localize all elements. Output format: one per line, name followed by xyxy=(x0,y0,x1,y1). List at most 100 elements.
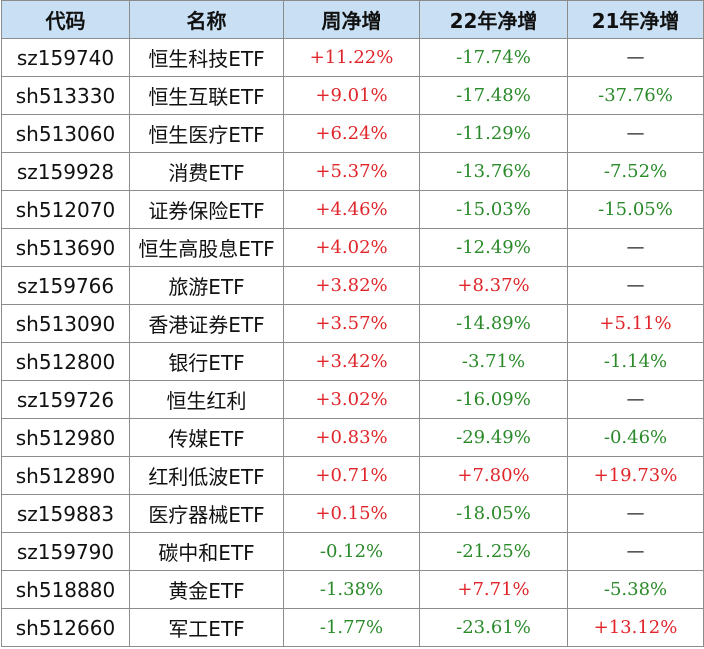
table-row: sh513060 恒生医疗ETF +6.24% -11.29% — xyxy=(1,114,704,153)
table-row: sh512800 银行ETF +3.42% -3.71% -1.14% xyxy=(1,342,704,381)
cell-2021-change: — xyxy=(567,114,704,153)
column-header-code: 代码 xyxy=(1,0,130,39)
cell-2022-change: -14.89% xyxy=(419,304,568,343)
cell-code: sh513690 xyxy=(1,228,130,267)
column-header-y22: 22年净增 xyxy=(419,0,568,39)
cell-2021-change: -0.46% xyxy=(567,418,704,457)
cell-2022-change: +8.37% xyxy=(419,266,568,305)
table-row: sz159790 碳中和ETF -0.12% -21.25% — xyxy=(1,532,704,571)
cell-2021-change: -1.14% xyxy=(567,342,704,381)
cell-name: 黄金ETF xyxy=(129,570,284,609)
cell-code: sz159790 xyxy=(1,532,130,571)
cell-2022-change: -17.74% xyxy=(419,38,568,77)
column-header-week: 周净增 xyxy=(283,0,420,39)
table-row: sh518880 黄金ETF -1.38% +7.71% -5.38% xyxy=(1,570,704,609)
cell-name: 恒生高股息ETF xyxy=(129,228,284,267)
cell-week-change: -0.12% xyxy=(283,532,420,571)
cell-name: 碳中和ETF xyxy=(129,532,284,571)
cell-2021-change: — xyxy=(567,380,704,419)
table-row: sh512660 军工ETF -1.77% -23.61% +13.12% xyxy=(1,608,704,647)
cell-week-change: +3.57% xyxy=(283,304,420,343)
cell-name: 恒生红利 xyxy=(129,380,284,419)
cell-code: sh512890 xyxy=(1,456,130,495)
cell-week-change: +0.83% xyxy=(283,418,420,457)
cell-2021-change: — xyxy=(567,532,704,571)
cell-name: 香港证券ETF xyxy=(129,304,284,343)
cell-2021-change: — xyxy=(567,494,704,533)
cell-2022-change: -11.29% xyxy=(419,114,568,153)
cell-name: 军工ETF xyxy=(129,608,284,647)
cell-2021-change: +13.12% xyxy=(567,608,704,647)
cell-code: sh512070 xyxy=(1,190,130,229)
cell-2022-change: -13.76% xyxy=(419,152,568,191)
cell-2022-change: -23.61% xyxy=(419,608,568,647)
cell-code: sh512800 xyxy=(1,342,130,381)
cell-name: 恒生互联ETF xyxy=(129,76,284,115)
cell-week-change: -1.38% xyxy=(283,570,420,609)
cell-2021-change: -37.76% xyxy=(567,76,704,115)
cell-week-change: +0.71% xyxy=(283,456,420,495)
cell-2022-change: -29.49% xyxy=(419,418,568,457)
cell-code: sz159883 xyxy=(1,494,130,533)
table-row: sh512980 传媒ETF +0.83% -29.49% -0.46% xyxy=(1,418,704,457)
table-row: sz159740 恒生科技ETF +11.22% -17.74% — xyxy=(1,38,704,77)
cell-name: 证券保险ETF xyxy=(129,190,284,229)
cell-week-change: +0.15% xyxy=(283,494,420,533)
cell-week-change: -1.77% xyxy=(283,608,420,647)
cell-code: sz159726 xyxy=(1,380,130,419)
cell-code: sh513090 xyxy=(1,304,130,343)
header-row: 代码 名称 周净增 22年净增 21年净增 xyxy=(1,0,704,39)
table-row: sh513090 香港证券ETF +3.57% -14.89% +5.11% xyxy=(1,304,704,343)
cell-name: 恒生医疗ETF xyxy=(129,114,284,153)
cell-2021-change: -15.05% xyxy=(567,190,704,229)
cell-week-change: +11.22% xyxy=(283,38,420,77)
table-row: sh513690 恒生高股息ETF +4.02% -12.49% — xyxy=(1,228,704,267)
table-row: sh513330 恒生互联ETF +9.01% -17.48% -37.76% xyxy=(1,76,704,115)
cell-2021-change: +19.73% xyxy=(567,456,704,495)
cell-2022-change: +7.71% xyxy=(419,570,568,609)
cell-code: sh518880 xyxy=(1,570,130,609)
cell-2022-change: -18.05% xyxy=(419,494,568,533)
table-body: sz159740 恒生科技ETF +11.22% -17.74% — sh513330 恒生… xyxy=(1,38,704,647)
cell-code: sh512980 xyxy=(1,418,130,457)
cell-code: sh513060 xyxy=(1,114,130,153)
cell-name: 红利低波ETF xyxy=(129,456,284,495)
cell-name: 恒生科技ETF xyxy=(129,38,284,77)
table-row: sz159928 消费ETF +5.37% -13.76% -7.52% xyxy=(1,152,704,191)
cell-2022-change: -15.03% xyxy=(419,190,568,229)
cell-2021-change: -7.52% xyxy=(567,152,704,191)
table-row: sz159726 恒生红利 +3.02% -16.09% — xyxy=(1,380,704,419)
cell-code: sh513330 xyxy=(1,76,130,115)
cell-week-change: +6.24% xyxy=(283,114,420,153)
cell-name: 医疗器械ETF xyxy=(129,494,284,533)
cell-name: 银行ETF xyxy=(129,342,284,381)
cell-2022-change: -16.09% xyxy=(419,380,568,419)
column-header-y21: 21年净增 xyxy=(567,0,704,39)
cell-code: sz159766 xyxy=(1,266,130,305)
cell-week-change: +3.02% xyxy=(283,380,420,419)
cell-week-change: +9.01% xyxy=(283,76,420,115)
cell-week-change: +3.42% xyxy=(283,342,420,381)
table-row: sz159883 医疗器械ETF +0.15% -18.05% — xyxy=(1,494,704,533)
cell-2021-change: — xyxy=(567,228,704,267)
cell-code: sz159928 xyxy=(1,152,130,191)
table-row: sh512890 红利低波ETF +0.71% +7.80% +19.73% xyxy=(1,456,704,495)
cell-name: 传媒ETF xyxy=(129,418,284,457)
cell-week-change: +5.37% xyxy=(283,152,420,191)
cell-2021-change: — xyxy=(567,38,704,77)
cell-name: 旅游ETF xyxy=(129,266,284,305)
cell-2022-change: -12.49% xyxy=(419,228,568,267)
cell-week-change: +4.02% xyxy=(283,228,420,267)
cell-week-change: +3.82% xyxy=(283,266,420,305)
cell-2022-change: -3.71% xyxy=(419,342,568,381)
column-header-name: 名称 xyxy=(129,0,284,39)
cell-2021-change: +5.11% xyxy=(567,304,704,343)
cell-name: 消费ETF xyxy=(129,152,284,191)
cell-code: sh512660 xyxy=(1,608,130,647)
cell-2022-change: -17.48% xyxy=(419,76,568,115)
cell-week-change: +4.46% xyxy=(283,190,420,229)
cell-code: sz159740 xyxy=(1,38,130,77)
cell-2022-change: -21.25% xyxy=(419,532,568,571)
table-row: sz159766 旅游ETF +3.82% +8.37% — xyxy=(1,266,704,305)
